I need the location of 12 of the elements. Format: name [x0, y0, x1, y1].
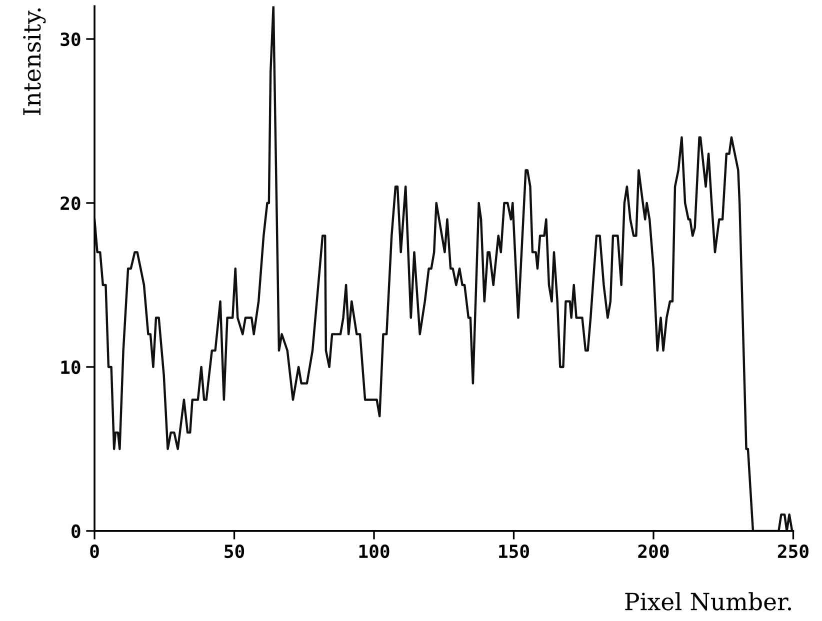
x-axis-title: Pixel Number. [625, 592, 792, 610]
y-tick-label: 0 [72, 524, 80, 538]
y-axis-title: Intensity. [23, 8, 46, 115]
y-tick-label: 10 [61, 360, 80, 374]
x-tick-label: 200 [638, 544, 669, 558]
x-tick-label: 50 [224, 544, 244, 558]
x-tick-label: 250 [778, 544, 808, 558]
y-tick-label: 30 [60, 32, 80, 46]
x-tick-label: 100 [359, 544, 390, 558]
x-tick-label: 0 [90, 544, 99, 558]
y-tick-label: 20 [60, 196, 80, 210]
x-tick-label: 150 [499, 544, 529, 558]
